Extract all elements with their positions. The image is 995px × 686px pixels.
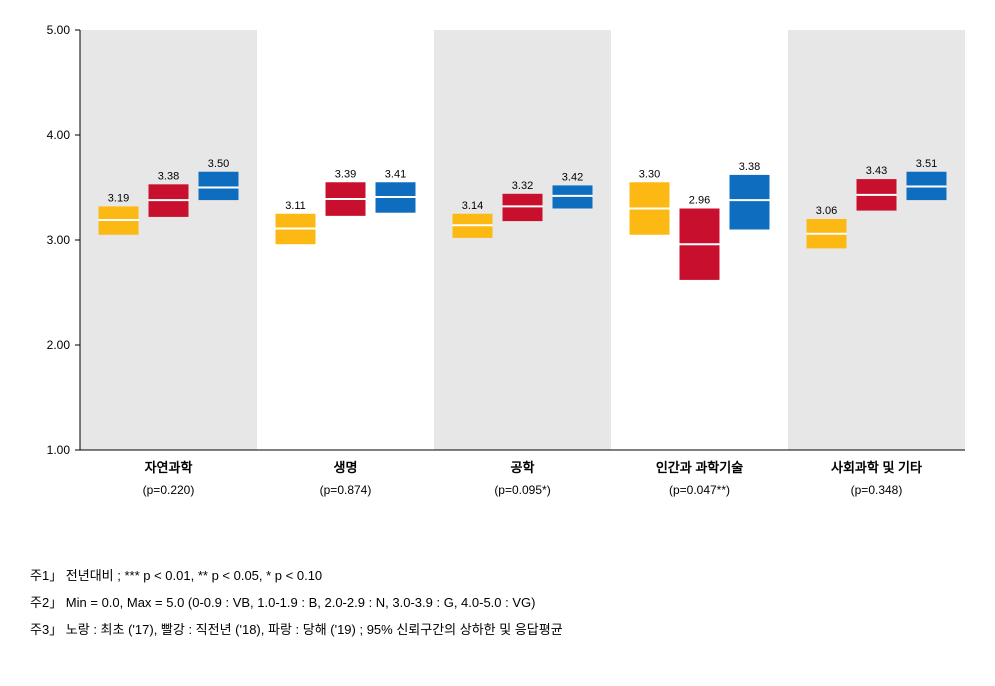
footnote-2: 주2」 Min = 0.0, Max = 5.0 (0-0.9 : VB, 1.… — [30, 592, 975, 611]
data-label: 3.39 — [335, 168, 356, 180]
data-label: 3.11 — [285, 200, 306, 212]
category-label: 공학 — [511, 460, 535, 475]
plot-band — [80, 30, 257, 450]
pvalue-label: (p=0.874) — [320, 483, 372, 497]
ci-box — [730, 175, 770, 230]
category-label: 생명 — [334, 460, 358, 475]
data-label: 3.42 — [562, 171, 583, 183]
pvalue-label: (p=0.348) — [851, 483, 903, 497]
plot-band — [434, 30, 611, 450]
data-label: 3.51 — [916, 158, 937, 170]
footnote-1: 주1」 전년대비 ; *** p < 0.01, ** p < 0.05, * … — [30, 565, 975, 584]
category-label: 인간과 과학기술 — [656, 460, 743, 475]
y-tick-label: 4.00 — [47, 128, 71, 142]
pvalue-label: (p=0.220) — [143, 483, 195, 497]
data-label: 3.38 — [158, 170, 179, 182]
ci-box — [199, 172, 239, 200]
footnote-3: 주3」 노랑 : 최초 ('17), 빨강 : 직전년 ('18), 파랑 : … — [30, 619, 975, 638]
data-label: 3.19 — [108, 192, 129, 204]
data-label: 3.43 — [866, 165, 887, 177]
y-tick-label: 5.00 — [47, 23, 71, 37]
data-label: 3.50 — [208, 158, 229, 170]
y-tick-label: 2.00 — [47, 338, 71, 352]
footnotes: 주1」 전년대비 ; *** p < 0.01, ** p < 0.05, * … — [20, 565, 975, 638]
data-label: 3.41 — [385, 168, 406, 180]
ci-box — [553, 185, 593, 208]
data-label: 2.96 — [689, 195, 710, 207]
data-label: 3.14 — [462, 200, 483, 212]
data-label: 3.30 — [639, 168, 660, 180]
chart-container: 1.00 2.00 3.00 4.00 5.00 3.19 3.38 3.50 자연과학 (p=0… — [20, 20, 975, 638]
y-tick-label: 3.00 — [47, 233, 71, 247]
data-label: 3.38 — [739, 161, 760, 173]
category-label: 사회과학 및 기타 — [831, 460, 922, 475]
data-label: 3.06 — [816, 205, 837, 217]
category-label: 자연과학 — [145, 460, 193, 475]
boxplot-chart: 1.00 2.00 3.00 4.00 5.00 3.19 3.38 3.50 자연과학 (p=0… — [20, 20, 975, 520]
data-label: 3.32 — [512, 180, 533, 192]
pvalue-label: (p=0.095*) — [494, 483, 550, 497]
ci-box — [503, 194, 543, 221]
y-tick-label: 1.00 — [47, 443, 71, 457]
pvalue-label: (p=0.047**) — [669, 483, 730, 497]
